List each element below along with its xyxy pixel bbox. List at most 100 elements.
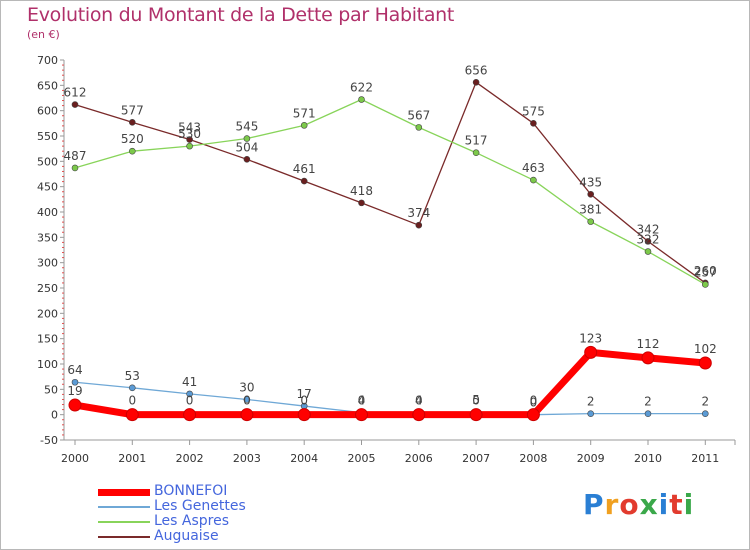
logo-letter: x [639,488,659,521]
data-label: 0 [300,394,308,408]
legend-label: Les Genettes [154,498,246,514]
x-tick-label: 2006 [405,452,433,465]
logo-letter: i [683,488,695,521]
y-tick-label: 600 [37,105,58,118]
data-point [358,96,365,103]
data-point [641,351,655,365]
data-point [530,176,537,184]
data-label: 567 [407,108,430,122]
logo-letter: t [669,488,684,521]
x-tick-label: 2001 [118,452,146,465]
chart-legend: BONNEFOI Les Genettes Les Aspres Auguaise [98,483,298,544]
data-point [240,408,254,422]
data-label: 5 [472,393,480,407]
data-label: 461 [293,162,316,176]
y-tick-label: 0 [51,409,58,422]
legend-item: Auguaise [98,528,298,544]
data-point [472,78,480,86]
x-tick-label: 2003 [233,452,261,465]
data-label: 487 [64,149,87,163]
y-tick-label: 150 [37,333,58,346]
legend-item: BONNEFOI [98,483,298,499]
data-point [71,101,79,108]
data-point [183,408,197,422]
data-label: 41 [182,375,197,389]
data-label: 123 [579,331,602,345]
data-point [644,238,652,245]
legend-label: BONNEFOI [154,483,228,499]
data-point [243,156,251,163]
data-label: 30 [239,380,254,394]
data-label: 0 [243,394,251,408]
data-label: 0 [530,396,538,410]
data-point [129,147,136,155]
chart-title: Evolution du Montant de la Dette par Hab… [27,4,455,26]
x-tick-label: 2000 [61,452,89,465]
data-label: 0 [358,394,366,408]
data-point [526,408,540,422]
data-label: 418 [350,184,373,198]
data-point [186,136,193,143]
series-line-bonnefoi [71,348,709,419]
data-point [129,384,136,392]
legend-label: Les Aspres [154,513,230,529]
x-tick-label: 2008 [519,452,547,465]
data-label: 463 [522,161,545,175]
data-label: 2 [701,395,709,409]
data-label: 2 [644,395,652,409]
legend-swatch [98,488,150,496]
data-point [415,124,423,131]
legend-swatch [98,506,150,508]
logo-letter: r [604,488,620,521]
x-tick-label: 2002 [176,452,204,465]
data-label: 112 [637,337,660,351]
data-point [71,378,79,386]
data-point [300,122,308,129]
y-tick-label: 300 [37,257,58,270]
data-point [587,218,595,225]
data-label: 19 [67,384,82,398]
data-point [129,119,136,126]
logo-letter: P [583,488,605,521]
plot-area [64,60,735,440]
data-label: 0 [415,394,423,408]
series-line-les-aspres [74,98,706,286]
data-label: 545 [235,120,258,134]
data-label: 575 [522,104,545,118]
y-tick-label: 100 [37,358,58,371]
x-tick-label: 2011 [691,452,719,465]
y-tick-label: 450 [37,181,58,194]
series-line-auguaise [74,81,706,284]
data-point [125,408,139,422]
data-point [587,190,595,198]
data-label: 102 [694,342,717,356]
data-label: 53 [125,369,140,383]
data-point [243,135,251,142]
y-tick-label: 400 [37,206,58,219]
data-point [701,281,709,288]
data-point [587,410,595,417]
data-label: 612 [64,86,87,100]
data-point [415,221,423,229]
data-label: 530 [178,127,201,141]
y-tick-label: 250 [37,282,58,295]
data-point [186,390,193,398]
data-label: 0 [472,394,480,408]
data-point [358,199,365,207]
data-label: 17 [297,387,312,401]
data-label: 381 [579,203,602,217]
data-point [71,164,79,172]
data-point [584,345,598,359]
data-point [300,177,308,185]
proxiti-logo: Proxiti [583,488,694,521]
legend-swatch [98,521,150,523]
data-label: 0 [186,394,194,408]
data-label: 571 [293,106,316,120]
data-label: 2 [587,395,595,409]
data-point [355,408,368,422]
legend-label: Auguaise [154,528,219,544]
legend-item: Les Aspres [98,513,298,529]
data-point [644,248,652,255]
data-label: 656 [465,63,488,77]
